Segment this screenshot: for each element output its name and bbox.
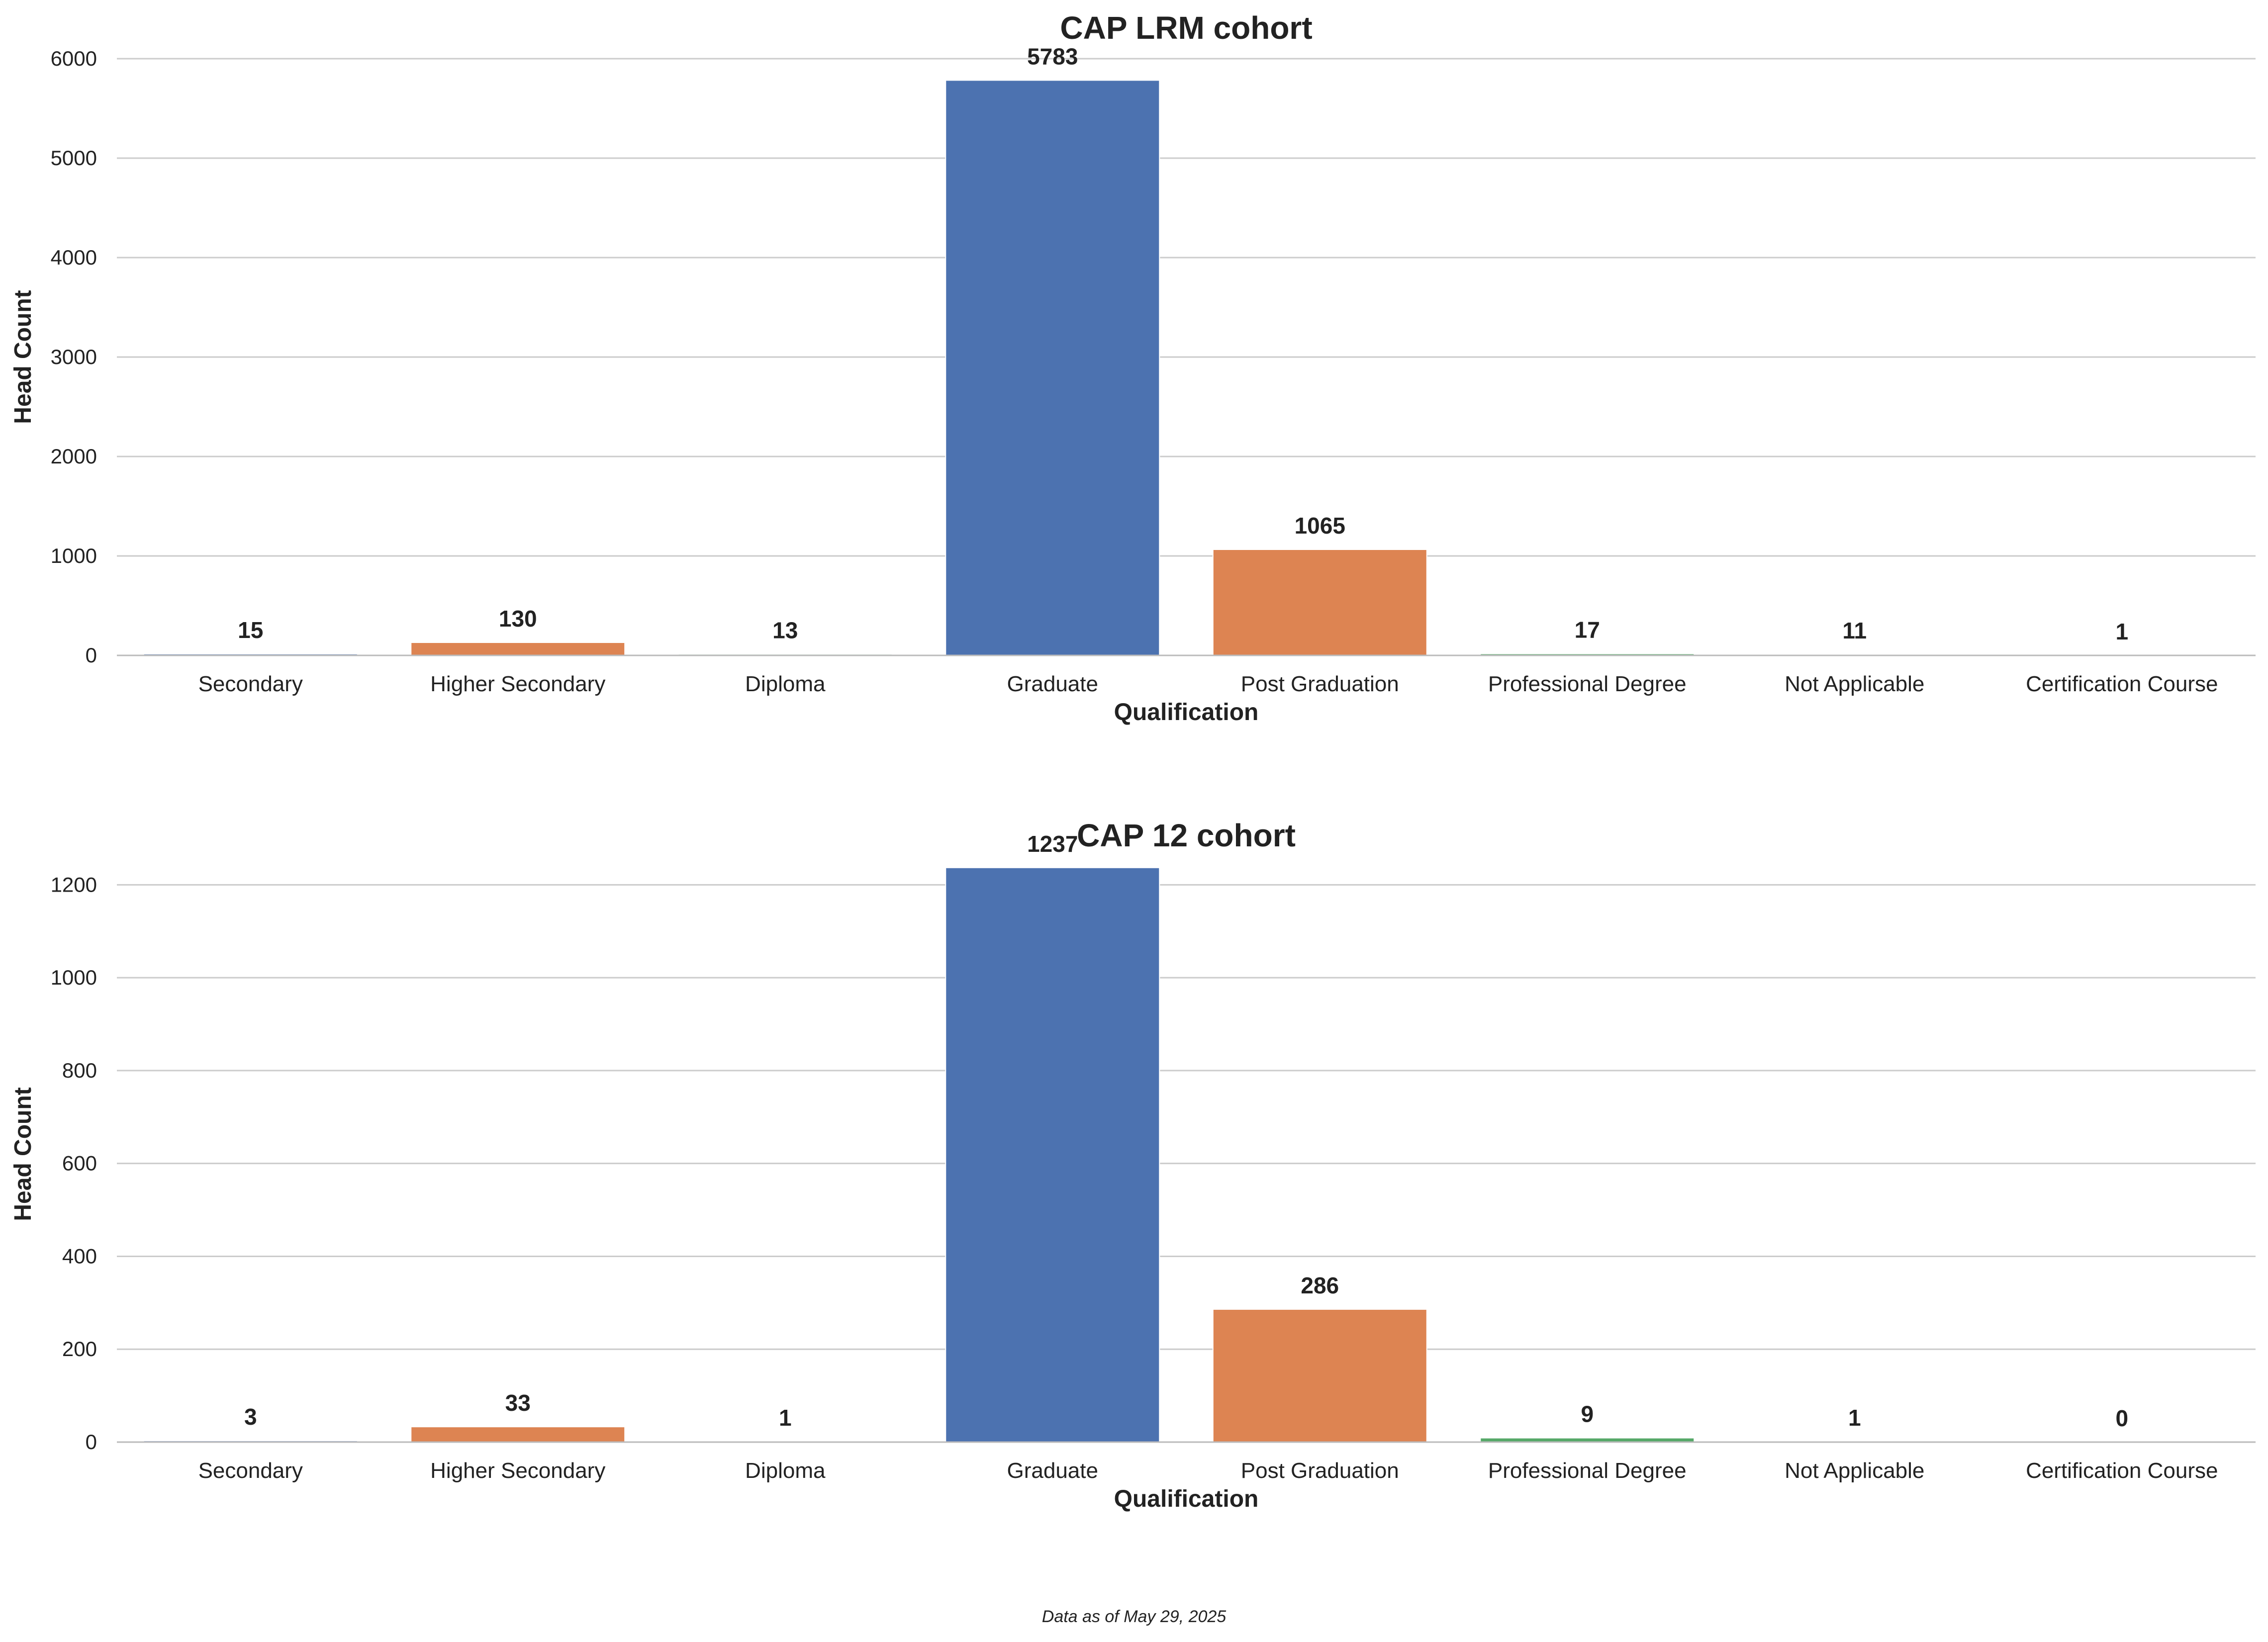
- footnote: Data as of May 29, 2025: [1041, 1607, 1227, 1626]
- y-tick-label: 0: [86, 643, 97, 667]
- bar: [945, 867, 1160, 1443]
- chart-panel-lrm-cohort: 0 1000 2000 3000 4000 5000 6000 15 Secondary 130 H…: [10, 10, 2256, 726]
- x-tick-label: Not Applicable: [1785, 672, 1924, 696]
- x-tick-label: Higher Secondary: [430, 1459, 605, 1483]
- y-axis-label: Head Count: [10, 290, 36, 424]
- y-tick-label: 400: [62, 1244, 97, 1268]
- y-tick-label: 4000: [51, 246, 97, 269]
- x-tick-label: Certification Course: [2026, 672, 2218, 696]
- data-label: 15: [238, 617, 263, 643]
- data-label: 1065: [1295, 513, 1345, 539]
- y-tick-label: 200: [62, 1337, 97, 1361]
- y-tick-label: 800: [62, 1059, 97, 1082]
- data-label: 0: [2115, 1405, 2128, 1431]
- y-tick-label: 3000: [51, 345, 97, 368]
- y-tick-label: 5000: [51, 146, 97, 170]
- x-tick-label: Secondary: [198, 1459, 303, 1483]
- x-axis-label: Qualification: [1114, 1486, 1259, 1512]
- y-tick-label: 0: [86, 1430, 97, 1454]
- y-tick-label: 6000: [51, 47, 97, 70]
- x-tick-label: Post Graduation: [1241, 672, 1399, 696]
- data-label: 1: [2115, 619, 2128, 644]
- x-tick-label: Professional Degree: [1488, 1459, 1687, 1483]
- x-tick-label: Not Applicable: [1785, 1459, 1924, 1483]
- data-label: 1: [1848, 1405, 1861, 1431]
- bar: [410, 642, 626, 656]
- bar: [945, 80, 1160, 656]
- x-tick-label: Certification Course: [2026, 1459, 2218, 1483]
- data-label: 17: [1575, 617, 1600, 643]
- data-label: 13: [772, 617, 798, 643]
- chart-title: CAP LRM cohort: [1060, 10, 1312, 46]
- y-tick-label: 1000: [51, 966, 97, 989]
- chart-panel-cap12-cohort: 0 200 400 600 800 1000 1200 3 Secondary 33 Higher …: [10, 818, 2256, 1512]
- bar: [1212, 549, 1427, 656]
- y-tick-label: 2000: [51, 445, 97, 468]
- bar: [1212, 1308, 1427, 1443]
- data-label: 1: [779, 1405, 792, 1431]
- x-tick-label: Diploma: [745, 672, 826, 696]
- y-axis-label: Head Count: [10, 1087, 36, 1221]
- data-label: 130: [499, 606, 537, 632]
- data-label: 5783: [1027, 43, 1078, 69]
- x-tick-label: Post Graduation: [1241, 1459, 1399, 1483]
- y-tick-label: 1000: [51, 544, 97, 567]
- data-label: 286: [1301, 1273, 1339, 1298]
- x-tick-label: Graduate: [1007, 1459, 1098, 1483]
- y-tick-label: 1200: [51, 873, 97, 896]
- data-label: 33: [505, 1390, 531, 1416]
- data-label: 9: [1581, 1401, 1594, 1427]
- bar: [410, 1426, 626, 1443]
- chart-title: CAP 12 cohort: [1077, 818, 1296, 853]
- x-tick-label: Higher Secondary: [430, 672, 605, 696]
- x-axis-label: Qualification: [1114, 699, 1259, 726]
- x-tick-label: Professional Degree: [1488, 672, 1687, 696]
- data-label: 11: [1842, 618, 1867, 643]
- data-label: 1237: [1027, 831, 1078, 857]
- y-tick-label: 600: [62, 1152, 97, 1175]
- x-tick-label: Graduate: [1007, 672, 1098, 696]
- data-label: 3: [244, 1404, 257, 1430]
- x-tick-label: Secondary: [198, 672, 303, 696]
- x-tick-label: Diploma: [745, 1459, 826, 1483]
